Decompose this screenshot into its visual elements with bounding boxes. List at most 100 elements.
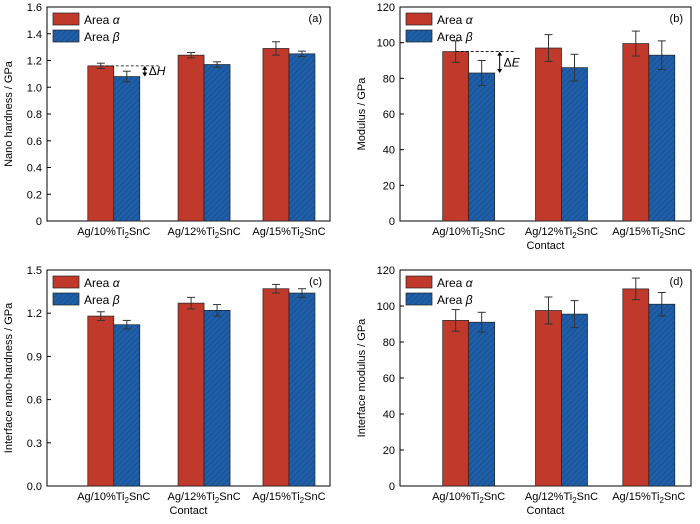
chart-panel-c: 0.0 0.3 0.6 0.9 1.2 1.5 Interface nano-hardnes… xyxy=(3,265,331,517)
x-tick-label: Ag/15%Ti2SnC xyxy=(252,226,325,240)
y-axis-label: Interface nano-hardness / GPa xyxy=(3,302,15,453)
y-tick-label: 20 xyxy=(383,180,395,192)
error-bar xyxy=(271,283,280,294)
y-tick-label: 0.8 xyxy=(27,109,42,121)
y-tick-label: 0.4 xyxy=(27,163,42,175)
x-tick-label: Ag/10%Ti2SnC xyxy=(77,491,150,505)
y-tick-label: 1.5 xyxy=(27,265,42,277)
y-tick-label: 1.2 xyxy=(27,56,42,68)
legend-entry: Area α xyxy=(84,13,121,27)
x-tick-label: Ag/10%Ti2SnC xyxy=(432,491,505,505)
y-tick-label: 40 xyxy=(383,409,395,421)
x-tick-label: Ag/12%Ti2SnC xyxy=(167,226,240,240)
y-axis-label: Nano hardness / GPa xyxy=(3,60,15,167)
error-bar xyxy=(477,311,486,333)
panel-label: (c) xyxy=(309,276,322,288)
panel-label: (d) xyxy=(670,276,683,288)
x-tick-label: Ag/12%Ti2SnC xyxy=(167,491,240,505)
legend-swatch-beta xyxy=(405,29,433,43)
bar-area-beta xyxy=(468,72,496,222)
bar-area-beta xyxy=(113,324,141,487)
error-bar xyxy=(570,300,579,329)
annotation-label: ΔE xyxy=(504,55,521,69)
panel-label: (b) xyxy=(670,13,683,25)
bar-area-beta xyxy=(203,64,231,222)
y-tick-label: 60 xyxy=(383,373,395,385)
bar-area-beta xyxy=(648,54,676,222)
legend-swatch-beta xyxy=(405,292,433,306)
y-tick-label: 60 xyxy=(383,109,395,121)
y-tick-label: 1.2 xyxy=(27,308,42,320)
error-bar xyxy=(297,288,306,298)
error-bar xyxy=(631,30,640,57)
error-bar xyxy=(96,311,105,321)
bar-area-alpha xyxy=(87,65,115,222)
bar-area-alpha xyxy=(442,51,470,222)
legend-entry: Area β xyxy=(437,30,473,44)
y-tick-label: 0.6 xyxy=(27,136,42,148)
y-tick-label: 0.0 xyxy=(27,481,42,493)
legend-entry: Area β xyxy=(84,30,120,44)
panel-label: (a) xyxy=(309,13,322,25)
error-bar xyxy=(187,296,196,310)
error-bar xyxy=(297,50,306,57)
x-tick-label: Ag/15%Ti2SnC xyxy=(612,491,685,505)
bar-area-beta xyxy=(203,309,231,487)
bar-area-alpha xyxy=(442,320,470,487)
bar-area-beta xyxy=(468,321,496,487)
legend-entry: Area β xyxy=(437,293,473,307)
chart-panel-d: 0 20 40 60 80 100 120 Interface modulus / GPa (d… xyxy=(356,265,692,517)
chart-panel-a: 0 0.2 0.4 0.6 0.8 1.0 1.2 1.4 1.6 Nano hardness /… xyxy=(3,2,331,240)
legend-entry: Area α xyxy=(437,13,474,27)
y-tick-label: 1.4 xyxy=(27,29,42,41)
legend-entry: Area α xyxy=(84,276,121,290)
legend-swatch-alpha xyxy=(52,275,80,289)
legend-swatch-beta xyxy=(52,29,80,43)
error-bar xyxy=(122,70,131,83)
y-axis-label: Interface modulus / GPa xyxy=(356,318,368,437)
bar-area-alpha xyxy=(262,48,290,222)
legend-entry: Area α xyxy=(437,276,474,290)
y-tick-label: 80 xyxy=(383,337,395,349)
error-bar xyxy=(271,41,280,56)
legend-swatch-alpha xyxy=(52,12,80,26)
x-tick-label: Ag/10%Ti2SnC xyxy=(432,226,505,240)
y-tick-label: 0.2 xyxy=(27,189,42,201)
error-bar xyxy=(570,53,579,82)
bar-area-alpha xyxy=(622,43,650,222)
bar-area-alpha xyxy=(622,288,650,487)
y-tick-label: 0 xyxy=(389,481,395,493)
annotation-arrowhead-up xyxy=(497,51,503,56)
error-bar xyxy=(122,319,131,330)
error-bar xyxy=(477,60,486,86)
error-bar xyxy=(544,296,553,325)
y-tick-label: 0 xyxy=(389,216,395,228)
y-axis-label: Modulus / GPa xyxy=(356,77,368,151)
bar-area-alpha xyxy=(177,302,205,487)
error-bar xyxy=(631,277,640,301)
y-tick-label: 1.6 xyxy=(27,2,42,14)
y-tick-label: 0.6 xyxy=(27,395,42,407)
annotation-label: ΔH xyxy=(149,64,166,78)
error-bar xyxy=(657,40,666,70)
bar-area-alpha xyxy=(262,288,290,487)
error-bar xyxy=(213,61,222,68)
annotation-arrowhead-down xyxy=(142,72,148,77)
legend-swatch-alpha xyxy=(405,275,433,289)
bar-area-alpha xyxy=(177,54,205,222)
x-tick-label: Ag/12%Ti2SnC xyxy=(525,226,598,240)
y-tick-label: 40 xyxy=(383,145,395,157)
bar-area-beta xyxy=(561,313,588,487)
bar-area-beta xyxy=(648,303,676,487)
error-bar xyxy=(451,309,460,332)
x-tick-label: Ag/12%Ti2SnC xyxy=(525,491,598,505)
y-tick-label: 0.9 xyxy=(27,351,42,363)
x-tick-label: Ag/15%Ti2SnC xyxy=(252,491,325,505)
y-tick-label: 20 xyxy=(383,445,395,457)
bar-area-beta xyxy=(561,67,588,222)
y-tick-label: 80 xyxy=(383,73,395,85)
y-tick-label: 1.0 xyxy=(27,82,42,94)
y-tick-label: 120 xyxy=(377,2,395,14)
